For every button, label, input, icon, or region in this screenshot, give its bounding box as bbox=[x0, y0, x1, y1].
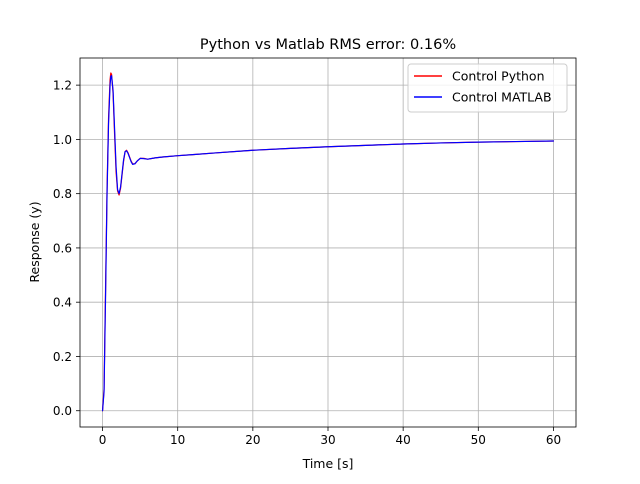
y-tick-label: 0.2 bbox=[53, 350, 72, 364]
x-tick-label: 60 bbox=[546, 433, 561, 447]
axis-ticks: 0 10 20 30 40 50 60 0.0 0.2 0.4 0.6 0.8 1.0 1.2 bbox=[53, 79, 561, 447]
x-tick-label: 30 bbox=[320, 433, 335, 447]
y-tick-label: 0.0 bbox=[53, 404, 72, 418]
legend-label-control-python: Control Python bbox=[452, 69, 545, 84]
x-tick-label: 0 bbox=[99, 433, 107, 447]
legend-label-control-matlab: Control MATLAB bbox=[452, 90, 552, 105]
legend-box bbox=[407, 63, 568, 113]
y-axis-label: Response (y) bbox=[27, 201, 42, 282]
x-tick-label: 40 bbox=[396, 433, 411, 447]
series-line-control-matlab bbox=[101, 75, 555, 412]
chart-title: Python vs Matlab RMS error: 0.16% bbox=[200, 37, 456, 53]
x-axis-label: Time [s] bbox=[302, 456, 354, 471]
y-tick-label: 0.6 bbox=[53, 241, 72, 255]
y-tick-label: 0.8 bbox=[53, 187, 72, 201]
y-tick-label: 1.0 bbox=[53, 133, 72, 147]
x-tick-label: 20 bbox=[245, 433, 260, 447]
x-tick-label: 50 bbox=[471, 433, 486, 447]
y-tick-label: 0.4 bbox=[53, 296, 72, 310]
series-layer bbox=[101, 72, 555, 412]
grid bbox=[80, 58, 576, 427]
y-tick-label: 1.2 bbox=[53, 79, 72, 93]
x-tick-label: 10 bbox=[170, 433, 185, 447]
legend: Control Python Control MATLAB bbox=[407, 63, 568, 113]
